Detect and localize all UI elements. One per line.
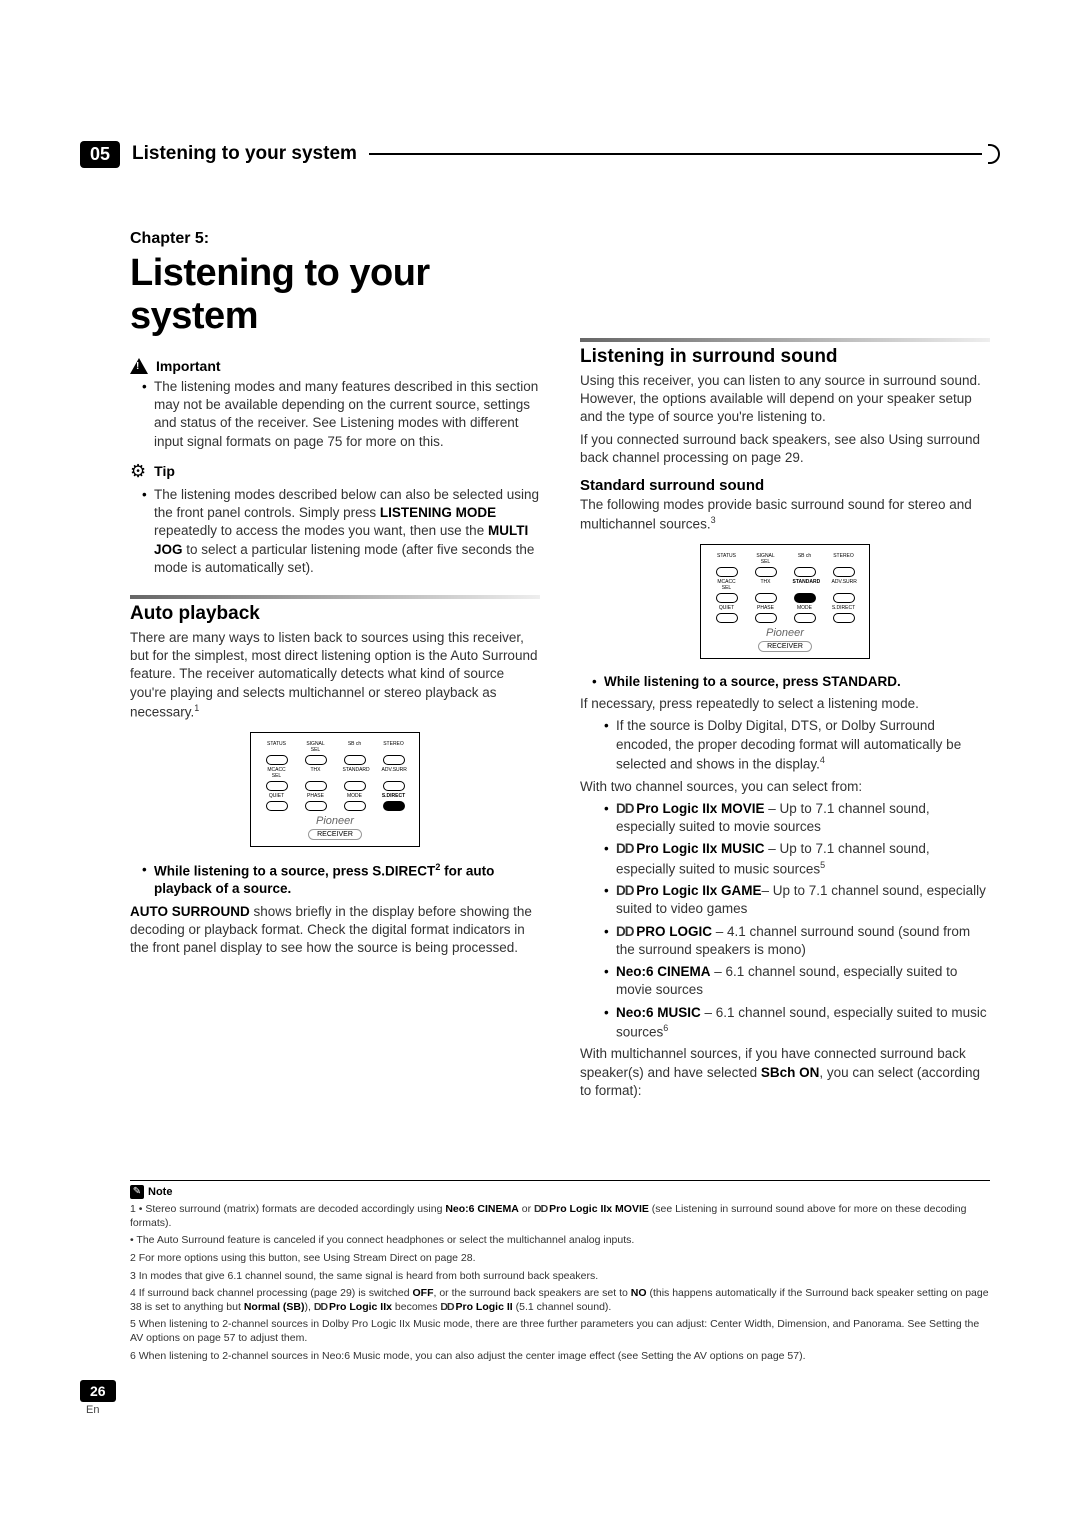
header-title: Listening to your system <box>132 143 357 165</box>
tip-label: Tip <box>154 463 175 479</box>
standard-instr: While listening to a source, press STAND… <box>592 673 990 691</box>
standard-surround-heading: Standard surround sound <box>580 477 990 494</box>
mode-item: Neo:6 CINEMA – 6.1 channel sound, especi… <box>604 963 990 999</box>
note-1: 1 • Stereo surround (matrix) formats are… <box>130 1203 990 1230</box>
note-1b: • The Auto Surround feature is canceled … <box>130 1234 990 1248</box>
note-2: 2 For more options using this button, se… <box>130 1252 990 1266</box>
language-label: En <box>86 1404 99 1416</box>
section-divider <box>580 338 990 342</box>
important-bullet: The listening modes and many features de… <box>142 378 540 451</box>
note-6: 6 When listening to 2-channel sources in… <box>130 1350 990 1364</box>
chapter-label: Chapter 5: <box>130 230 540 248</box>
right-column: Listening in surround sound Using this r… <box>580 230 990 1104</box>
chapter-number-badge: 05 <box>80 141 120 168</box>
warning-icon <box>130 358 148 374</box>
remote-diagram-1: STATUSSIGNAL SELSB chSTEREO MCACC SELTHX… <box>250 732 420 847</box>
mode-item: DD Pro Logic IIx MOVIE – Up to 7.1 chann… <box>604 800 990 836</box>
notes-section: ✎ Note 1 • Stereo surround (matrix) form… <box>130 1180 990 1367</box>
multichannel-intro: With multichannel sources, if you have c… <box>580 1045 990 1100</box>
gear-icon: ⚙ <box>130 461 146 482</box>
section-divider <box>130 595 540 599</box>
note-3: 3 In modes that give 6.1 channel sound, … <box>130 1270 990 1284</box>
mode-item: DD Pro Logic IIx GAME– Up to 7.1 channel… <box>604 882 990 918</box>
auto-playback-heading: Auto playback <box>130 603 540 625</box>
chapter-header: 05 Listening to your system <box>80 140 1000 168</box>
surround-p1: Using this receiver, you can listen to a… <box>580 372 990 427</box>
note-icon: ✎ <box>130 1185 144 1199</box>
surround-p4: If necessary, press repeatedly to select… <box>580 695 990 713</box>
important-label: Important <box>156 358 221 374</box>
note-4: 4 If surround back channel processing (p… <box>130 1287 990 1314</box>
surround-p3: The following modes provide basic surrou… <box>580 496 990 534</box>
tip-bullet: The listening modes described below can … <box>142 486 540 577</box>
note-5: 5 When listening to 2-channel sources in… <box>130 1318 990 1345</box>
two-channel-intro: With two channel sources, you can select… <box>580 778 990 796</box>
surround-p2: If you connected surround back speakers,… <box>580 431 990 467</box>
auto-p2: AUTO SURROUND shows briefly in the displ… <box>130 903 540 958</box>
page-number-badge: 26 <box>80 1380 116 1402</box>
auto-p1: There are many ways to listen back to so… <box>130 629 540 722</box>
main-heading: Listening to your system <box>130 252 540 338</box>
left-column: Chapter 5: Listening to your system Impo… <box>130 230 540 1104</box>
remote-diagram-2: STATUSSIGNAL SELSB chSTEREO MCACC SELTHX… <box>700 544 870 659</box>
header-cap <box>988 144 1000 164</box>
mode-item: Neo:6 MUSIC – 6.1 channel sound, especia… <box>604 1004 990 1042</box>
auto-decode-bullet: If the source is Dolby Digital, DTS, or … <box>604 717 990 773</box>
note-label: Note <box>148 1186 172 1198</box>
mode-item: DD Pro Logic IIx MUSIC – Up to 7.1 chann… <box>604 840 990 878</box>
mode-item: DD PRO LOGIC – 4.1 channel surround soun… <box>604 923 990 959</box>
surround-heading: Listening in surround sound <box>580 346 990 368</box>
auto-instr: While listening to a source, press S.DIR… <box>142 861 540 899</box>
header-divider <box>369 153 982 155</box>
